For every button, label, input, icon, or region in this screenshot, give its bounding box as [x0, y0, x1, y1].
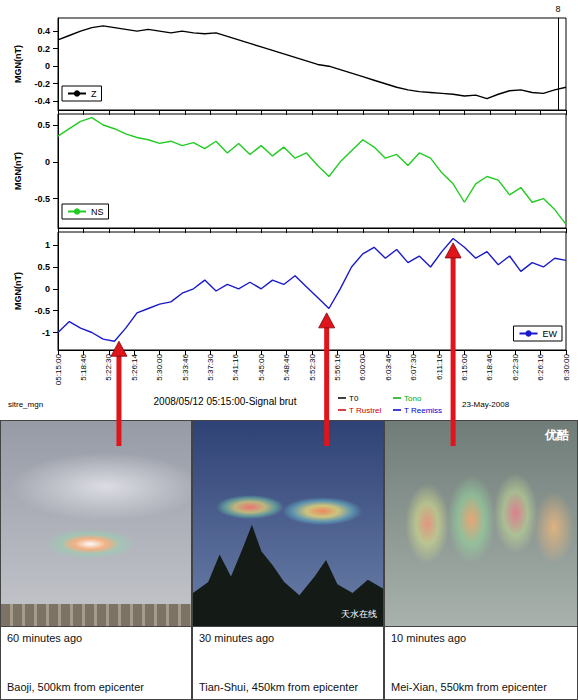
svg-text:0: 0	[45, 157, 50, 167]
svg-text:5:41:16: 5:41:16	[231, 353, 240, 380]
svg-text:5:52:30: 5:52:30	[308, 353, 317, 380]
svg-text:6:22:30: 6:22:30	[511, 353, 520, 380]
svg-text:6:07:30: 6:07:30	[409, 353, 418, 380]
html-text:Baoji, 500km from epicenter: Baoji, 500km from epicenter	[7, 681, 144, 693]
svg-text:0.4: 0.4	[37, 26, 50, 36]
svg-text:NS: NS	[91, 207, 104, 217]
svg-text:sitre_mgn: sitre_mgn	[8, 400, 43, 409]
html-text:Tian-Shui, 450km from epicente: Tian-Shui, 450km from epicenter	[199, 681, 359, 693]
svg-text:-0.5: -0.5	[34, 194, 50, 204]
html-text:10 minutes ago: 10 minutes ago	[391, 632, 467, 644]
html-text:30 minutes ago: 30 minutes ago	[199, 632, 275, 644]
svg-text:MGN(nT): MGN(nT)	[13, 45, 23, 83]
svg-text:0.5: 0.5	[37, 120, 50, 130]
svg-text:-0.4: -0.4	[34, 96, 50, 106]
svg-text:5:22:30: 5:22:30	[104, 353, 113, 380]
svg-text:23-May-2008: 23-May-2008	[462, 400, 510, 409]
svg-text:-0.5: -0.5	[34, 306, 50, 316]
svg-text:0: 0	[45, 61, 50, 71]
svg-text:2008/05/12 05:15:00-Signal bru: 2008/05/12 05:15:00-Signal brut	[154, 396, 297, 407]
svg-text:6:00:00: 6:00:00	[358, 353, 367, 380]
svg-text:Tono: Tono	[404, 394, 422, 403]
svg-text:0: 0	[45, 284, 50, 294]
svg-text:5:48:46: 5:48:46	[282, 353, 291, 380]
svg-text:05:15:00: 05:15:00	[54, 353, 63, 385]
svg-text:-0.2: -0.2	[34, 79, 50, 89]
svg-text:6:18:46: 6:18:46	[485, 353, 494, 380]
svg-text:5:26:14: 5:26:14	[130, 353, 139, 380]
svg-text:6:03:46: 6:03:46	[384, 353, 393, 380]
html-text:优酷: 优酷	[545, 428, 569, 442]
svg-text:MGN(nT): MGN(nT)	[13, 152, 23, 190]
svg-text:0.5: 0.5	[37, 262, 50, 272]
svg-text:5:30:00: 5:30:00	[155, 353, 164, 380]
svg-text:MGN(nT): MGN(nT)	[13, 272, 23, 310]
html-text:Mei-Xian, 550km from epicenter: Mei-Xian, 550km from epicenter	[391, 681, 547, 693]
svg-text:-1: -1	[42, 328, 50, 338]
svg-text:EW: EW	[543, 329, 558, 339]
svg-text:T Reemiss: T Reemiss	[404, 406, 442, 415]
svg-text:5:56:16: 5:56:16	[333, 353, 342, 380]
html-text:天水在线: 天水在线	[341, 609, 377, 619]
svg-text:8: 8	[556, 4, 561, 14]
svg-text:5:37:30: 5:37:30	[206, 353, 215, 380]
svg-text:6:11:16: 6:11:16	[435, 353, 444, 380]
svg-text:1: 1	[45, 240, 50, 250]
svg-text:6:15:00: 6:15:00	[460, 353, 469, 380]
svg-text:Z: Z	[91, 89, 97, 99]
svg-text:5:45:00: 5:45:00	[257, 353, 266, 380]
svg-text:5:33:46: 5:33:46	[181, 353, 190, 380]
svg-text:5:18:46: 5:18:46	[79, 353, 88, 380]
svg-text:6:30:00: 6:30:00	[562, 353, 571, 380]
svg-text:0.2: 0.2	[37, 44, 50, 54]
svg-text:6:26:16: 6:26:16	[536, 353, 545, 380]
svg-text:T Rustrel: T Rustrel	[349, 406, 382, 415]
svg-text:T0: T0	[349, 394, 359, 403]
html-text:60 minutes ago: 60 minutes ago	[7, 632, 83, 644]
